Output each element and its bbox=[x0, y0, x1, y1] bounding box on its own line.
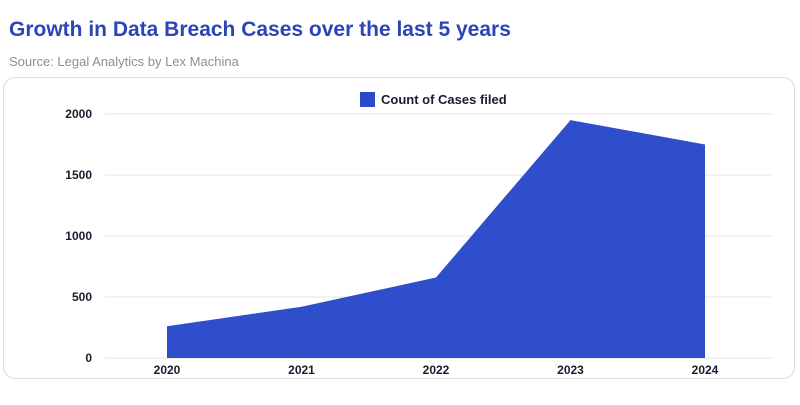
y-tick-label: 1500 bbox=[65, 168, 92, 182]
y-tick-label: 2000 bbox=[65, 107, 92, 121]
x-axis-ticks: 2020 2021 2022 2023 2024 bbox=[154, 363, 719, 377]
x-tick-label: 2020 bbox=[154, 363, 181, 377]
y-axis-ticks: 0 500 1000 1500 2000 bbox=[65, 107, 92, 365]
y-tick-label: 500 bbox=[72, 290, 92, 304]
legend-label: Count of Cases filed bbox=[381, 92, 507, 107]
legend: Count of Cases filed bbox=[360, 92, 507, 107]
chart-title: Growth in Data Breach Cases over the las… bbox=[9, 18, 511, 41]
area-layer bbox=[166, 120, 706, 358]
x-tick-label: 2021 bbox=[288, 363, 315, 377]
area-series-count-of-cases bbox=[167, 120, 705, 358]
chart-subtitle: Source: Legal Analytics by Lex Machina bbox=[9, 54, 239, 69]
y-tick-label: 1000 bbox=[65, 229, 92, 243]
x-tick-label: 2023 bbox=[557, 363, 584, 377]
x-tick-label: 2024 bbox=[692, 363, 719, 377]
x-tick-label: 2022 bbox=[423, 363, 450, 377]
legend-swatch bbox=[360, 92, 375, 107]
y-tick-label: 0 bbox=[85, 351, 92, 365]
